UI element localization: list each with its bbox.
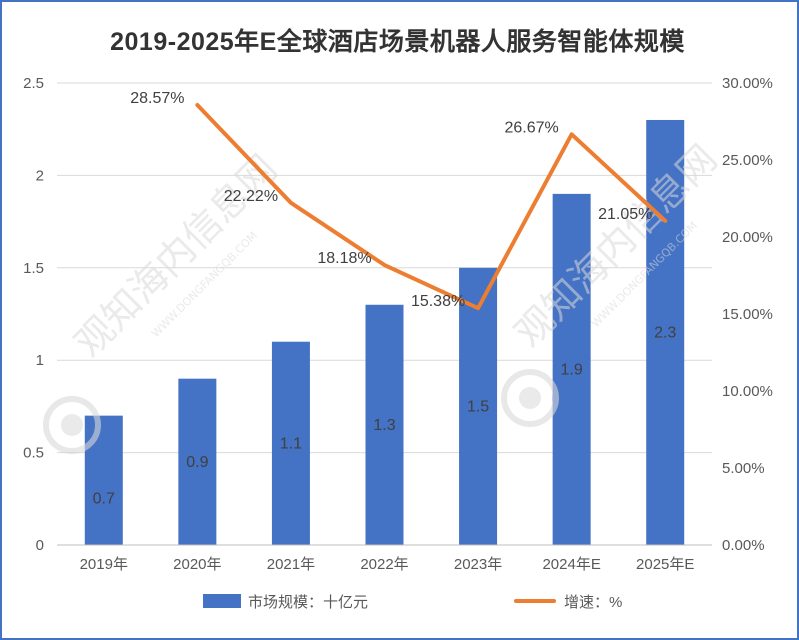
growth-value-label: 18.18% — [317, 250, 371, 267]
growth-value-label: 28.57% — [130, 90, 184, 107]
watermark-text: 观知海内信息网 — [66, 146, 285, 365]
right-tick-label: 10.00% — [722, 383, 773, 400]
watermark-logo-icon — [519, 387, 541, 409]
legend-bar-label: 市场规模：十亿元 — [248, 594, 368, 611]
left-tick-label: 1.5 — [23, 260, 44, 277]
right-tick-label: 20.00% — [722, 229, 773, 246]
bar-value-label: 1.1 — [280, 435, 302, 452]
category-label: 2024年E — [542, 556, 600, 573]
growth-value-label: 21.05% — [598, 206, 652, 223]
left-tick-label: 2 — [36, 167, 44, 184]
watermark-logo-icon — [43, 396, 101, 454]
left-tick-label: 1 — [36, 352, 44, 369]
bar-value-label: 0.7 — [93, 490, 115, 507]
chart-title: 2019-2025年E全球酒店场景机器人服务智能体规模 — [110, 28, 685, 56]
bar — [365, 304, 404, 545]
category-label: 2022年 — [360, 556, 408, 573]
category-label: 2021年 — [267, 556, 315, 573]
legend-bar-swatch — [203, 594, 241, 608]
category-label: 2023年 — [454, 556, 502, 573]
bar — [271, 341, 310, 545]
category-label: 2025年E — [636, 556, 694, 573]
legend-line-label: 增速：% — [564, 594, 622, 611]
right-tick-label: 30.00% — [722, 75, 773, 92]
bar-value-label: 1.5 — [467, 398, 489, 415]
growth-value-label: 15.38% — [411, 293, 465, 310]
bar — [646, 119, 685, 546]
watermark-logo-icon — [61, 414, 83, 436]
category-label: 2020年 — [173, 556, 221, 573]
bar — [552, 193, 591, 545]
right-tick-label: 25.00% — [722, 152, 773, 169]
right-tick-label: 15.00% — [722, 306, 773, 323]
watermark-logo-icon — [501, 369, 559, 427]
left-tick-label: 2.5 — [23, 75, 44, 92]
right-tick-label: 5.00% — [722, 460, 765, 477]
watermark-text: 观知海内信息网 — [506, 136, 725, 355]
bar — [84, 415, 123, 545]
left-tick-label: 0.5 — [23, 445, 44, 462]
right-tick-label: 0.00% — [722, 537, 765, 554]
growth-value-label: 22.22% — [224, 188, 278, 205]
bar-value-label: 0.9 — [186, 454, 208, 471]
growth-line — [195, 103, 668, 311]
bar-value-label: 1.3 — [373, 417, 395, 434]
bar — [459, 267, 498, 545]
bar — [178, 378, 217, 545]
bar-value-label: 2.3 — [654, 324, 676, 341]
category-label: 2019年 — [80, 556, 128, 573]
left-tick-label: 0 — [36, 537, 44, 554]
bar-value-label: 1.9 — [561, 361, 583, 378]
growth-value-label: 26.67% — [505, 119, 559, 136]
